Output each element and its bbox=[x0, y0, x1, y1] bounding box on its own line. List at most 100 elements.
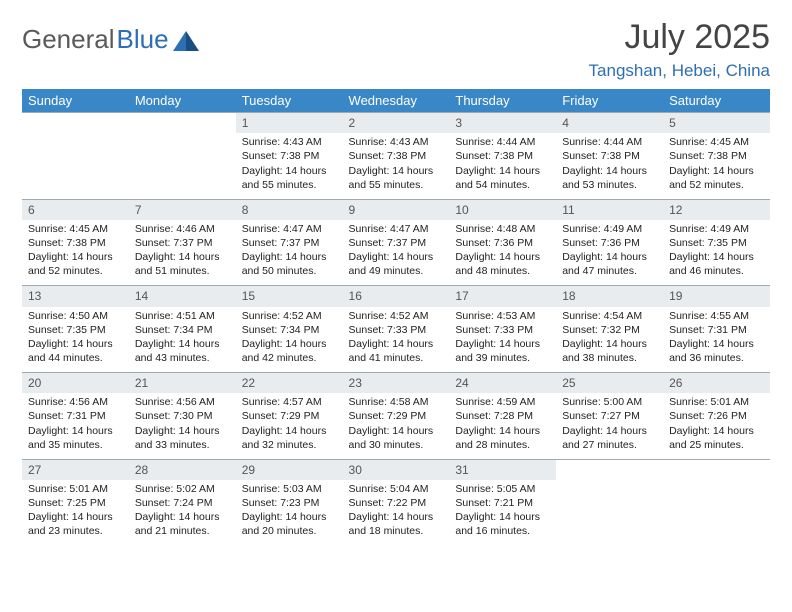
sunrise-line: Sunrise: 5:01 AM bbox=[28, 482, 123, 496]
sunset-line: Sunset: 7:32 PM bbox=[562, 323, 657, 337]
day-number-cell: 11 bbox=[556, 199, 663, 220]
day-content-cell bbox=[663, 480, 770, 546]
day-content-cell: Sunrise: 4:45 AMSunset: 7:38 PMDaylight:… bbox=[22, 220, 129, 286]
day-number-cell: 17 bbox=[449, 286, 556, 307]
sunrise-line: Sunrise: 4:56 AM bbox=[28, 395, 123, 409]
weekday-header: Sunday bbox=[22, 89, 129, 113]
sunrise-line: Sunrise: 4:46 AM bbox=[135, 222, 230, 236]
daylight-line: Daylight: 14 hours and 43 minutes. bbox=[135, 337, 230, 365]
day-content-cell: Sunrise: 4:43 AMSunset: 7:38 PMDaylight:… bbox=[343, 133, 450, 199]
day-content-cell: Sunrise: 4:59 AMSunset: 7:28 PMDaylight:… bbox=[449, 393, 556, 459]
daylight-line: Daylight: 14 hours and 27 minutes. bbox=[562, 424, 657, 452]
sunset-line: Sunset: 7:37 PM bbox=[242, 236, 337, 250]
sunset-line: Sunset: 7:26 PM bbox=[669, 409, 764, 423]
sunrise-line: Sunrise: 4:47 AM bbox=[242, 222, 337, 236]
sunrise-line: Sunrise: 4:56 AM bbox=[135, 395, 230, 409]
sunset-line: Sunset: 7:22 PM bbox=[349, 496, 444, 510]
day-content-cell bbox=[556, 480, 663, 546]
sunset-line: Sunset: 7:29 PM bbox=[242, 409, 337, 423]
day-number-cell: 26 bbox=[663, 373, 770, 394]
day-content-cell bbox=[129, 133, 236, 199]
sunset-line: Sunset: 7:38 PM bbox=[562, 149, 657, 163]
sunset-line: Sunset: 7:31 PM bbox=[28, 409, 123, 423]
month-title: July 2025 bbox=[589, 18, 770, 57]
daylight-line: Daylight: 14 hours and 46 minutes. bbox=[669, 250, 764, 278]
daylight-line: Daylight: 14 hours and 36 minutes. bbox=[669, 337, 764, 365]
brand-logo: GeneralBlue bbox=[22, 24, 199, 55]
sunrise-line: Sunrise: 4:58 AM bbox=[349, 395, 444, 409]
sunset-line: Sunset: 7:38 PM bbox=[669, 149, 764, 163]
day-content-cell: Sunrise: 4:46 AMSunset: 7:37 PMDaylight:… bbox=[129, 220, 236, 286]
day-number-cell: 1 bbox=[236, 113, 343, 134]
sunset-line: Sunset: 7:36 PM bbox=[455, 236, 550, 250]
day-content-cell: Sunrise: 5:00 AMSunset: 7:27 PMDaylight:… bbox=[556, 393, 663, 459]
day-number-row: 2728293031 bbox=[22, 459, 770, 480]
day-number-cell: 9 bbox=[343, 199, 450, 220]
day-number-cell: 7 bbox=[129, 199, 236, 220]
daylight-line: Daylight: 14 hours and 55 minutes. bbox=[242, 164, 337, 192]
weekday-header: Wednesday bbox=[343, 89, 450, 113]
sunset-line: Sunset: 7:38 PM bbox=[349, 149, 444, 163]
weekday-header: Thursday bbox=[449, 89, 556, 113]
sunset-line: Sunset: 7:25 PM bbox=[28, 496, 123, 510]
sunset-line: Sunset: 7:33 PM bbox=[349, 323, 444, 337]
daylight-line: Daylight: 14 hours and 55 minutes. bbox=[349, 164, 444, 192]
day-content-row: Sunrise: 4:50 AMSunset: 7:35 PMDaylight:… bbox=[22, 307, 770, 373]
day-number-cell: 18 bbox=[556, 286, 663, 307]
day-content-cell: Sunrise: 4:43 AMSunset: 7:38 PMDaylight:… bbox=[236, 133, 343, 199]
day-content-cell: Sunrise: 4:52 AMSunset: 7:33 PMDaylight:… bbox=[343, 307, 450, 373]
day-number-cell bbox=[129, 113, 236, 134]
day-number-cell: 14 bbox=[129, 286, 236, 307]
day-number-row: 6789101112 bbox=[22, 199, 770, 220]
day-content-cell: Sunrise: 4:54 AMSunset: 7:32 PMDaylight:… bbox=[556, 307, 663, 373]
weekday-header: Friday bbox=[556, 89, 663, 113]
day-number-row: 12345 bbox=[22, 113, 770, 134]
day-number-cell bbox=[556, 459, 663, 480]
sunset-line: Sunset: 7:23 PM bbox=[242, 496, 337, 510]
day-content-cell: Sunrise: 5:03 AMSunset: 7:23 PMDaylight:… bbox=[236, 480, 343, 546]
daylight-line: Daylight: 14 hours and 20 minutes. bbox=[242, 510, 337, 538]
day-content-cell: Sunrise: 4:58 AMSunset: 7:29 PMDaylight:… bbox=[343, 393, 450, 459]
weekday-header: Saturday bbox=[663, 89, 770, 113]
sunrise-line: Sunrise: 5:03 AM bbox=[242, 482, 337, 496]
day-number-cell: 31 bbox=[449, 459, 556, 480]
day-content-cell: Sunrise: 4:44 AMSunset: 7:38 PMDaylight:… bbox=[449, 133, 556, 199]
day-number-cell: 20 bbox=[22, 373, 129, 394]
sunset-line: Sunset: 7:34 PM bbox=[135, 323, 230, 337]
sunrise-line: Sunrise: 4:48 AM bbox=[455, 222, 550, 236]
sunrise-line: Sunrise: 5:05 AM bbox=[455, 482, 550, 496]
day-content-row: Sunrise: 4:45 AMSunset: 7:38 PMDaylight:… bbox=[22, 220, 770, 286]
day-number-cell: 5 bbox=[663, 113, 770, 134]
sunrise-line: Sunrise: 4:49 AM bbox=[562, 222, 657, 236]
brand-part2: Blue bbox=[117, 24, 169, 55]
daylight-line: Daylight: 14 hours and 18 minutes. bbox=[349, 510, 444, 538]
daylight-line: Daylight: 14 hours and 16 minutes. bbox=[455, 510, 550, 538]
day-content-cell: Sunrise: 4:56 AMSunset: 7:31 PMDaylight:… bbox=[22, 393, 129, 459]
sunset-line: Sunset: 7:36 PM bbox=[562, 236, 657, 250]
day-content-cell: Sunrise: 5:02 AMSunset: 7:24 PMDaylight:… bbox=[129, 480, 236, 546]
day-number-cell: 13 bbox=[22, 286, 129, 307]
day-number-cell: 24 bbox=[449, 373, 556, 394]
day-number-row: 20212223242526 bbox=[22, 373, 770, 394]
day-content-cell: Sunrise: 4:44 AMSunset: 7:38 PMDaylight:… bbox=[556, 133, 663, 199]
sunrise-line: Sunrise: 4:43 AM bbox=[349, 135, 444, 149]
day-number-cell: 6 bbox=[22, 199, 129, 220]
sunset-line: Sunset: 7:31 PM bbox=[669, 323, 764, 337]
day-content-cell: Sunrise: 4:53 AMSunset: 7:33 PMDaylight:… bbox=[449, 307, 556, 373]
weekday-header: Tuesday bbox=[236, 89, 343, 113]
day-number-cell: 12 bbox=[663, 199, 770, 220]
sunrise-line: Sunrise: 4:51 AM bbox=[135, 309, 230, 323]
daylight-line: Daylight: 14 hours and 38 minutes. bbox=[562, 337, 657, 365]
day-number-cell: 27 bbox=[22, 459, 129, 480]
day-number-cell: 4 bbox=[556, 113, 663, 134]
day-content-row: Sunrise: 4:43 AMSunset: 7:38 PMDaylight:… bbox=[22, 133, 770, 199]
header: GeneralBlue July 2025 Tangshan, Hebei, C… bbox=[22, 18, 770, 81]
daylight-line: Daylight: 14 hours and 50 minutes. bbox=[242, 250, 337, 278]
day-content-cell: Sunrise: 4:47 AMSunset: 7:37 PMDaylight:… bbox=[343, 220, 450, 286]
day-content-cell: Sunrise: 4:49 AMSunset: 7:35 PMDaylight:… bbox=[663, 220, 770, 286]
calendar-table: SundayMondayTuesdayWednesdayThursdayFrid… bbox=[22, 89, 770, 546]
day-content-cell: Sunrise: 4:47 AMSunset: 7:37 PMDaylight:… bbox=[236, 220, 343, 286]
sunset-line: Sunset: 7:21 PM bbox=[455, 496, 550, 510]
daylight-line: Daylight: 14 hours and 47 minutes. bbox=[562, 250, 657, 278]
day-number-cell: 15 bbox=[236, 286, 343, 307]
